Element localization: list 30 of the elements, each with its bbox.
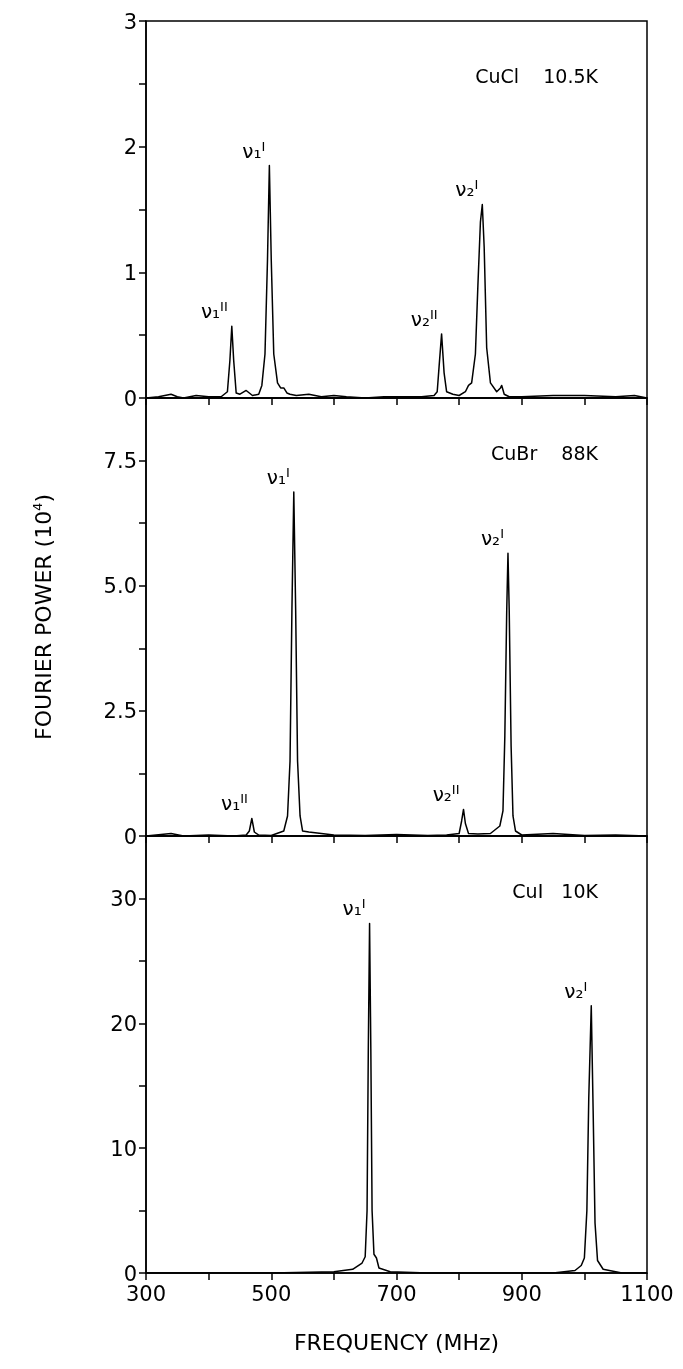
y-tick-label: 7.5: [103, 449, 137, 474]
text: CuI 10K: [512, 879, 599, 902]
y-tick-label: 3: [123, 9, 137, 34]
x-axis-title: FREQUENCY (MHz): [293, 1329, 500, 1355]
annotation: ν₂$^{I}$: [455, 176, 479, 202]
y-tick-label: 10: [110, 1136, 137, 1161]
y-tick-label: 30: [110, 886, 137, 911]
x-tick-label: 700: [376, 1281, 417, 1306]
x-tick-label: 1100: [620, 1281, 674, 1306]
y-tick-label: 1: [123, 260, 137, 285]
annotation: ν₁$^{II}$: [220, 790, 248, 816]
annotation: ν₁$^{I}$: [242, 138, 266, 163]
y-tick-label: 5.0: [103, 574, 137, 599]
annotation: ν₂$^{I}$: [480, 525, 504, 551]
y-axis-title: FOURIER POWER (104): [30, 494, 56, 740]
text: CuBr 88K: [491, 441, 599, 464]
annotation: ν₂$^{I}$: [564, 978, 588, 1003]
x-tick-label: 900: [501, 1281, 542, 1306]
y-tick-label: 20: [110, 1011, 137, 1036]
text: CuCl 10.5K: [475, 64, 599, 87]
annotation: ν₁$^{I}$: [266, 464, 290, 490]
annotation: ν₁$^{II}$: [200, 298, 228, 324]
annotation: ν₁$^{I}$: [342, 895, 366, 921]
y-tick-label: 2: [123, 135, 137, 160]
x-tick-label: 500: [251, 1281, 292, 1306]
y-tick-label: 0: [123, 386, 137, 411]
annotation: ν₂$^{II}$: [410, 306, 438, 331]
y-tick-label: 2.5: [103, 699, 137, 724]
annotation: ν₂$^{II}$: [432, 781, 460, 807]
y-tick-label: 0: [123, 824, 137, 849]
